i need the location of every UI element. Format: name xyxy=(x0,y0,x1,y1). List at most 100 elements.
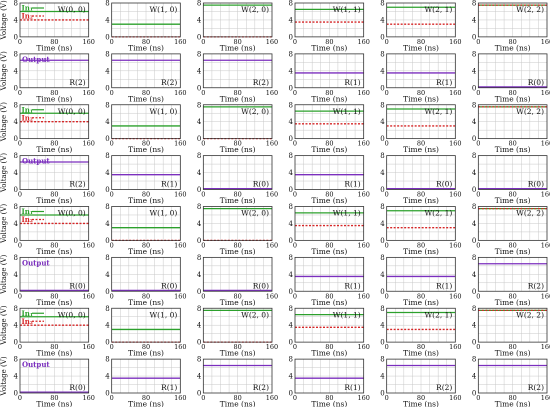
y-tick-label: 4 xyxy=(289,67,294,75)
panel-title: W(2, 0) xyxy=(241,209,269,218)
panel-title: R(0) xyxy=(69,281,85,290)
x-tick-label: 80 xyxy=(417,394,425,402)
x-tick-label: 0 xyxy=(293,394,297,402)
legend-label-in2: In₂ xyxy=(22,113,33,122)
y-tick-label: 0 xyxy=(289,135,293,143)
plot-frame xyxy=(386,358,456,394)
x-axis-label: Time (ns) xyxy=(403,196,439,205)
x-tick-label: 0 xyxy=(293,38,297,46)
x-axis-label: Time (ns) xyxy=(128,349,164,358)
panel-title: R(2) xyxy=(528,281,544,290)
panel-title: R(0) xyxy=(69,383,85,392)
legend-label-output: Output xyxy=(22,360,50,369)
x-tick-label: 0 xyxy=(385,191,389,199)
x-tick-label: 160 xyxy=(174,89,186,97)
panel-title: W(0, 0) xyxy=(58,310,86,319)
y-tick-label: 0 xyxy=(289,237,293,245)
x-tick-label: 160 xyxy=(541,241,550,249)
y-tick-label: 8 xyxy=(472,254,476,262)
legend-label-output: Output xyxy=(22,55,50,64)
x-tick-label: 80 xyxy=(234,89,242,97)
x-tick-label: 160 xyxy=(449,140,461,148)
x-axis-label: Time (ns) xyxy=(220,400,256,407)
x-tick-label: 160 xyxy=(266,394,278,402)
x-tick-label: 0 xyxy=(293,140,297,148)
y-tick-label: 4 xyxy=(472,118,477,126)
y-tick-label: 8 xyxy=(197,305,201,313)
x-tick-label: 0 xyxy=(476,292,480,300)
x-tick-label: 160 xyxy=(541,191,550,199)
y-tick-label: 4 xyxy=(105,322,110,330)
y-tick-label: 4 xyxy=(380,220,385,228)
x-tick-label: 0 xyxy=(385,38,389,46)
y-tick-label: 8 xyxy=(289,356,293,364)
x-axis-label: Time (ns) xyxy=(220,43,256,52)
y-tick-label: 0 xyxy=(14,33,18,41)
x-tick-label: 80 xyxy=(50,89,58,97)
y-tick-label: 0 xyxy=(197,84,201,92)
y-tick-label: 8 xyxy=(14,152,18,160)
plot-frame xyxy=(294,358,365,394)
x-tick-label: 160 xyxy=(174,191,186,199)
x-axis-label: Time (ns) xyxy=(128,298,164,307)
y-tick-label: 4 xyxy=(289,169,294,177)
x-tick-label: 0 xyxy=(293,191,297,199)
x-tick-label: 80 xyxy=(325,89,333,97)
x-axis-label: Time (ns) xyxy=(403,400,439,407)
x-tick-label: 160 xyxy=(82,241,94,249)
x-tick-label: 80 xyxy=(142,241,150,249)
y-tick-label: 4 xyxy=(14,220,19,228)
x-tick-label: 160 xyxy=(266,292,278,300)
plot-frame xyxy=(294,104,365,140)
panel-title: R(1) xyxy=(344,281,360,290)
plot-frame xyxy=(111,53,181,89)
x-tick-label: 0 xyxy=(18,241,22,249)
plot-frame xyxy=(202,104,273,140)
x-tick-label: 160 xyxy=(449,394,461,402)
y-tick-label: 0 xyxy=(289,186,293,194)
x-tick-label: 80 xyxy=(509,292,517,300)
panel-title: R(1) xyxy=(344,383,360,392)
x-axis-label: Time (ns) xyxy=(220,349,256,358)
x-tick-label: 80 xyxy=(417,140,425,148)
panel-title: W(1, 0) xyxy=(149,5,177,14)
y-axis-label: Voltage (V) xyxy=(0,305,8,345)
y-tick-label: 8 xyxy=(14,203,18,211)
plot-frame xyxy=(111,104,181,140)
y-axis-label: Voltage (V) xyxy=(0,153,8,193)
x-axis-label: Time (ns) xyxy=(403,43,439,52)
x-tick-label: 80 xyxy=(50,343,58,351)
x-axis-label: Time (ns) xyxy=(311,247,347,256)
x-tick-label: 80 xyxy=(234,394,242,402)
plot-frame xyxy=(19,358,90,394)
x-tick-label: 160 xyxy=(541,394,550,402)
y-tick-label: 0 xyxy=(197,390,201,398)
y-tick-label: 0 xyxy=(14,135,18,143)
panel-title: W(1, 0) xyxy=(149,107,177,116)
y-tick-label: 8 xyxy=(472,356,476,364)
y-tick-label: 8 xyxy=(14,356,18,364)
x-tick-label: 160 xyxy=(174,292,186,300)
x-tick-label: 0 xyxy=(110,394,114,402)
y-tick-label: 8 xyxy=(472,0,476,8)
x-axis-label: Time (ns) xyxy=(495,298,531,307)
x-tick-label: 0 xyxy=(476,241,480,249)
panel-title: R(2) xyxy=(69,78,85,87)
y-tick-label: 8 xyxy=(105,254,109,262)
x-tick-label: 80 xyxy=(417,292,425,300)
y-tick-label: 4 xyxy=(197,322,202,330)
y-tick-label: 4 xyxy=(289,373,294,381)
y-tick-label: 4 xyxy=(380,16,385,24)
x-tick-label: 0 xyxy=(385,140,389,148)
x-axis-label: Time (ns) xyxy=(128,247,164,256)
x-tick-label: 80 xyxy=(142,89,150,97)
y-tick-label: 4 xyxy=(14,322,19,330)
panel-title: W(2, 0) xyxy=(241,5,269,14)
x-tick-label: 0 xyxy=(18,292,22,300)
panel-title: R(0) xyxy=(253,180,269,189)
x-axis-label: Time (ns) xyxy=(495,247,531,256)
